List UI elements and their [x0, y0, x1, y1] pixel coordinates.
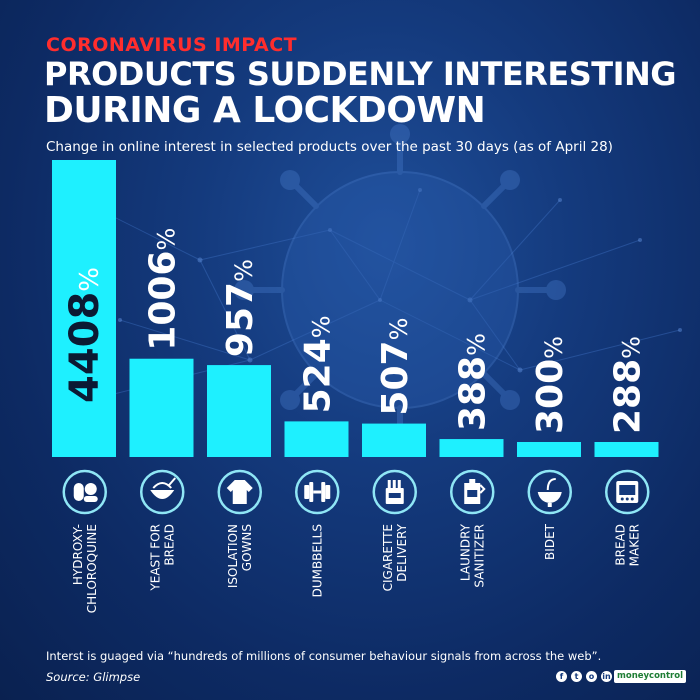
value-label: 300%	[530, 336, 571, 434]
category-label: BREADMAKER	[613, 524, 641, 566]
bar-group: 957% ISOLATIONGOWNS	[207, 259, 271, 588]
category-label: ISOLATIONGOWNS	[226, 524, 254, 588]
twitter-icon[interactable]: t	[571, 671, 582, 682]
source-note: Source: Glimpse	[46, 670, 141, 684]
gown-icon	[217, 469, 262, 515]
category-label: BIDET	[543, 523, 557, 560]
bar	[129, 358, 194, 457]
bar	[362, 423, 426, 457]
value-label: 288%	[608, 336, 649, 434]
bar	[284, 421, 349, 457]
footnote: Interst is guaged via “hundreds of milli…	[46, 649, 602, 663]
chart-title-line-1: PRODUCTS SUDDENLY INTERESTING	[44, 55, 677, 93]
value-label: 957%	[220, 259, 261, 357]
bowl-icon	[140, 469, 185, 515]
bar-group: 1006% YEAST FORBREAD	[129, 228, 194, 592]
social-icons: f t o in	[556, 671, 612, 682]
bar	[594, 442, 659, 457]
chart-subtitle: Change in online interest in selected pr…	[46, 139, 613, 155]
dumbbell-icon	[295, 469, 340, 515]
category-label: YEAST FORBREAD	[148, 524, 176, 592]
bar-group: 288% BREADMAKER	[594, 336, 659, 566]
category-label: HYDROXY-CHLOROQUINE	[71, 524, 99, 613]
bar-group: 388% LAUNDRYSANITIZER	[439, 333, 504, 588]
bread-maker-icon	[605, 469, 650, 515]
chart-title-line-2: DURING A LOCKDOWN	[44, 90, 486, 131]
linkedin-icon[interactable]: in	[601, 671, 612, 682]
category-label: CIGARETTEDELIVERY	[381, 523, 409, 591]
kicker: CORONAVIRUS IMPACT	[46, 34, 298, 56]
detergent-bottle-icon	[450, 469, 495, 515]
category-label: DUMBBELLS	[310, 524, 324, 597]
bar-group: 300% BIDET	[517, 336, 581, 560]
facebook-icon[interactable]: f	[556, 671, 567, 682]
bar	[207, 365, 271, 457]
bar	[439, 439, 504, 457]
pill-icon	[62, 469, 107, 515]
value-label: 524%	[298, 315, 339, 413]
value-label: 388%	[453, 333, 494, 431]
value-label: 1006%	[143, 228, 184, 351]
value-label: 4408%	[62, 267, 108, 403]
cigarette-box-icon	[372, 469, 417, 515]
value-label: 507%	[375, 318, 416, 416]
bar	[52, 160, 116, 457]
category-label: LAUNDRYSANITIZER	[458, 523, 486, 587]
bar-group: 524% DUMBBELLS	[284, 315, 349, 597]
bar-group: 4408% HYDROXY-CHLOROQUINE	[52, 160, 116, 613]
instagram-icon[interactable]: o	[586, 671, 597, 682]
bar	[517, 442, 581, 457]
brand-logo: moneycontrol	[614, 670, 686, 683]
bar-group: 507% CIGARETTEDELIVERY	[362, 318, 426, 591]
bidet-icon	[527, 469, 572, 515]
